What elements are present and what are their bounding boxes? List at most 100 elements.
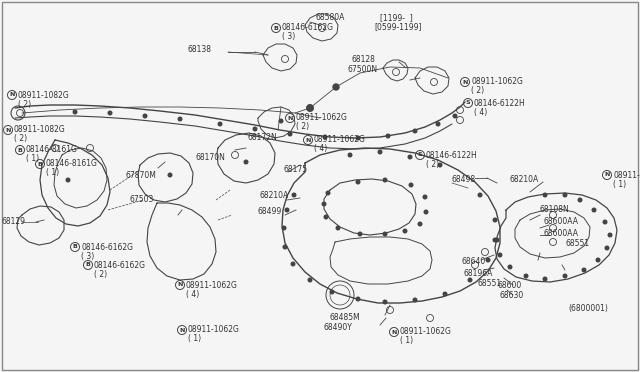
Text: ( 1): ( 1)	[26, 154, 39, 164]
Text: N: N	[10, 93, 15, 97]
Circle shape	[73, 110, 77, 114]
Text: ( 1): ( 1)	[400, 337, 413, 346]
Text: 67503: 67503	[130, 196, 154, 205]
Text: 08911-1062G: 08911-1062G	[186, 280, 238, 289]
Circle shape	[168, 173, 172, 177]
Circle shape	[468, 278, 472, 282]
Text: 68498: 68498	[452, 176, 476, 185]
Text: 08911-1082G: 08911-1082G	[18, 90, 70, 99]
Text: ( 4): ( 4)	[186, 289, 199, 298]
Text: 68551: 68551	[566, 240, 590, 248]
Text: N: N	[177, 282, 182, 288]
Text: 08911-1062G: 08911-1062G	[314, 135, 366, 144]
Text: ( 2): ( 2)	[18, 99, 31, 109]
Circle shape	[356, 297, 360, 301]
Text: B: B	[38, 161, 42, 167]
Text: 68499: 68499	[258, 208, 282, 217]
Circle shape	[324, 215, 328, 219]
Text: 08146-6162G: 08146-6162G	[81, 243, 133, 251]
Text: B: B	[72, 244, 77, 250]
Text: N: N	[5, 128, 11, 132]
Circle shape	[486, 258, 490, 262]
Text: 68580A: 68580A	[315, 13, 344, 22]
Circle shape	[563, 274, 567, 278]
Text: 08911-1062G: 08911-1062G	[400, 327, 452, 337]
Circle shape	[356, 180, 360, 184]
Circle shape	[178, 117, 182, 121]
Text: B: B	[86, 263, 90, 267]
Text: 08146-8161G: 08146-8161G	[46, 160, 98, 169]
Circle shape	[386, 134, 390, 138]
Text: 08911-1062G: 08911-1062G	[471, 77, 523, 87]
Text: 68600AA: 68600AA	[544, 218, 579, 227]
Circle shape	[108, 111, 112, 115]
Text: 68600AA: 68600AA	[544, 228, 579, 237]
Circle shape	[596, 258, 600, 262]
Text: 68129: 68129	[2, 218, 26, 227]
Text: 68170N: 68170N	[195, 154, 225, 163]
Text: 67500N: 67500N	[348, 65, 378, 74]
Circle shape	[582, 268, 586, 272]
Text: ( 2): ( 2)	[296, 122, 309, 131]
Circle shape	[383, 232, 387, 236]
Text: [1199-  ]: [1199- ]	[380, 13, 413, 22]
Circle shape	[282, 226, 286, 230]
Text: ( 2): ( 2)	[471, 87, 484, 96]
Text: [0599-1199]: [0599-1199]	[374, 22, 422, 32]
Circle shape	[279, 119, 283, 123]
Circle shape	[436, 122, 440, 126]
Text: ( 1): ( 1)	[188, 334, 201, 343]
Circle shape	[244, 160, 248, 164]
Circle shape	[285, 208, 289, 212]
Text: ( 4): ( 4)	[314, 144, 327, 154]
Text: 68490Y: 68490Y	[324, 324, 353, 333]
Text: S: S	[466, 100, 470, 106]
Text: N: N	[305, 138, 310, 142]
Circle shape	[288, 132, 292, 136]
Circle shape	[383, 300, 387, 304]
Circle shape	[423, 195, 427, 199]
Text: 68640: 68640	[461, 257, 485, 266]
Text: N: N	[391, 330, 397, 334]
Circle shape	[495, 238, 499, 242]
Circle shape	[592, 208, 596, 212]
Circle shape	[330, 290, 334, 294]
Text: 08911-1082G: 08911-1082G	[14, 125, 66, 135]
Text: 68210A: 68210A	[510, 176, 540, 185]
Circle shape	[418, 222, 422, 226]
Circle shape	[283, 245, 287, 249]
Circle shape	[333, 84, 339, 90]
Circle shape	[413, 298, 417, 302]
Circle shape	[438, 163, 442, 167]
Circle shape	[322, 202, 326, 206]
Text: 08146-6122H: 08146-6122H	[426, 151, 477, 160]
Text: 68175: 68175	[283, 166, 307, 174]
Circle shape	[326, 191, 330, 195]
Circle shape	[524, 274, 528, 278]
Circle shape	[443, 292, 447, 296]
Text: ( 1): ( 1)	[613, 180, 626, 189]
Circle shape	[143, 114, 147, 118]
Text: 08146-8161G: 08146-8161G	[26, 145, 78, 154]
Circle shape	[336, 226, 340, 230]
Text: N: N	[462, 80, 468, 84]
Text: B: B	[17, 148, 22, 153]
Text: ( 3): ( 3)	[81, 251, 94, 260]
Circle shape	[253, 127, 257, 131]
Text: 68172N: 68172N	[248, 134, 278, 142]
Circle shape	[453, 114, 457, 118]
Text: B: B	[273, 26, 278, 31]
Circle shape	[66, 178, 70, 182]
Circle shape	[323, 135, 327, 139]
Text: ( 2): ( 2)	[426, 160, 439, 169]
Text: ( 4): ( 4)	[474, 108, 487, 116]
Circle shape	[563, 193, 567, 197]
Circle shape	[378, 150, 382, 154]
Text: 68210A: 68210A	[260, 192, 289, 201]
Text: 68485M: 68485M	[330, 314, 361, 323]
Circle shape	[578, 198, 582, 202]
Circle shape	[403, 229, 407, 233]
Text: N: N	[179, 327, 185, 333]
Circle shape	[543, 277, 547, 281]
Circle shape	[508, 265, 512, 269]
